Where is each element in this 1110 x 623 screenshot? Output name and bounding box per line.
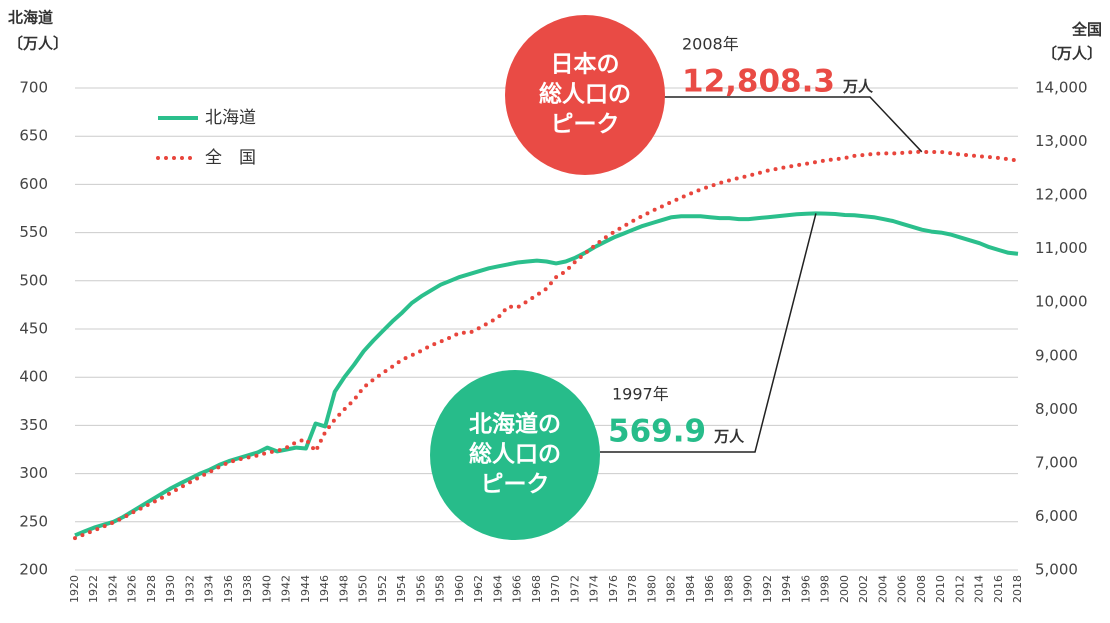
x-tick-label: 1928 [145, 575, 158, 603]
x-tick-label: 2002 [857, 575, 870, 603]
x-tick-label: 1948 [337, 575, 350, 603]
x-tick-label: 1946 [318, 575, 331, 603]
x-tick-label: 2018 [1011, 575, 1024, 603]
y-tick-label: 400 [19, 368, 48, 386]
x-tick-label: 1960 [453, 575, 466, 603]
x-tick-label: 1952 [376, 575, 389, 603]
y-tick-label: 200 [19, 561, 48, 579]
y2-tick-label: 9,000 [1035, 346, 1078, 364]
x-tick-label: 1990 [742, 575, 755, 603]
y-tick-label: 300 [19, 464, 48, 482]
x-tick-label: 1924 [106, 575, 119, 603]
callout-circle [430, 370, 600, 540]
y-axis-title: 北海道 [8, 9, 53, 27]
x-tick-label: 1994 [780, 575, 793, 603]
x-tick-label: 2004 [876, 575, 889, 603]
x-tick-label: 1958 [434, 575, 447, 603]
x-tick-label: 1968 [530, 575, 543, 603]
callout-text: 北海道の [469, 411, 561, 438]
y-tick-label: 550 [19, 223, 48, 241]
y2-tick-label: 7,000 [1035, 453, 1078, 471]
y2-tick-label: 12,000 [1035, 186, 1088, 204]
callout-text: 総人口の [469, 441, 561, 468]
callout-value: 569.9 [608, 414, 706, 450]
y-tick-label: 600 [19, 175, 48, 193]
y2-tick-label: 6,000 [1035, 507, 1078, 525]
x-tick-label: 2006 [896, 575, 909, 603]
y2-tick-label: 13,000 [1035, 132, 1088, 150]
y2-axis-title: 全国 [1071, 21, 1102, 39]
x-tick-label: 1970 [549, 575, 562, 603]
x-tick-label: 1950 [357, 575, 370, 603]
y-tick-label: 650 [19, 127, 48, 145]
callout-year: 2008年 [682, 35, 739, 54]
y2-axis-title: 〔万人〕 [1042, 45, 1102, 63]
series-line [73, 149, 1020, 541]
callout-text: ピーク [551, 112, 620, 138]
x-tick-label: 1962 [472, 575, 485, 603]
y2-tick-label: 11,000 [1035, 239, 1088, 257]
x-tick-label: 2010 [934, 575, 947, 603]
x-tick-label: 1992 [761, 575, 774, 603]
y2-tick-label: 14,000 [1035, 79, 1088, 97]
x-tick-label: 1980 [645, 575, 658, 603]
y-tick-label: 700 [19, 79, 48, 97]
x-tick-label: 2000 [838, 575, 851, 603]
callout-value: 12,808.3 [682, 64, 835, 100]
x-tick-label: 1988 [722, 575, 735, 603]
callout-line [660, 96, 923, 153]
callout-text: 日本の [551, 52, 620, 78]
x-tick-label: 1972 [568, 575, 581, 603]
x-tick-label: 1938 [241, 575, 254, 603]
legend-label: 全 国 [205, 148, 256, 168]
x-tick-label: 1926 [126, 575, 139, 603]
x-tick-label: 1934 [203, 575, 216, 603]
callout-circle [505, 15, 665, 175]
x-tick-label: 1964 [491, 575, 504, 603]
callout-unit: 万人 [842, 78, 874, 96]
callout-line [600, 213, 817, 453]
x-tick-label: 1922 [87, 575, 100, 603]
x-tick-label: 1930 [164, 575, 177, 603]
x-tick-label: 1974 [588, 575, 601, 603]
x-tick-label: 1976 [607, 575, 620, 603]
x-tick-label: 1936 [222, 575, 235, 603]
x-tick-label: 2016 [992, 575, 1005, 603]
x-tick-label: 2008 [915, 575, 928, 603]
x-tick-label: 1984 [684, 575, 697, 603]
x-tick-label: 1944 [299, 575, 312, 603]
x-tick-label: 2012 [953, 575, 966, 603]
x-tick-label: 1982 [665, 575, 678, 603]
callout-text: 総人口の [539, 81, 631, 108]
x-tick-label: 1932 [183, 575, 196, 603]
legend-label: 北海道 [205, 108, 256, 128]
x-tick-label: 1956 [414, 575, 427, 603]
y-tick-label: 250 [19, 512, 48, 530]
y2-tick-label: 8,000 [1035, 400, 1078, 418]
y2-tick-label: 10,000 [1035, 293, 1088, 311]
x-tick-label: 1940 [260, 575, 273, 603]
y2-tick-label: 5,000 [1035, 561, 1078, 579]
x-tick-label: 1998 [819, 575, 832, 603]
x-tick-label: 1978 [626, 575, 639, 603]
y-tick-label: 500 [19, 271, 48, 289]
x-tick-label: 1996 [799, 575, 812, 603]
y-tick-label: 450 [19, 320, 48, 338]
callout-text: ピーク [481, 472, 550, 498]
x-tick-label: 1966 [511, 575, 524, 603]
x-tick-label: 1920 [68, 575, 81, 603]
x-tick-label: 1942 [280, 575, 293, 603]
x-tick-label: 2014 [973, 575, 986, 603]
x-tick-label: 1986 [703, 575, 716, 603]
y-axis-title: 〔万人〕 [8, 35, 68, 53]
y-tick-label: 350 [19, 416, 48, 434]
callout-unit: 万人 [713, 428, 745, 446]
x-tick-label: 1954 [395, 575, 408, 603]
callout-year: 1997年 [612, 385, 669, 404]
